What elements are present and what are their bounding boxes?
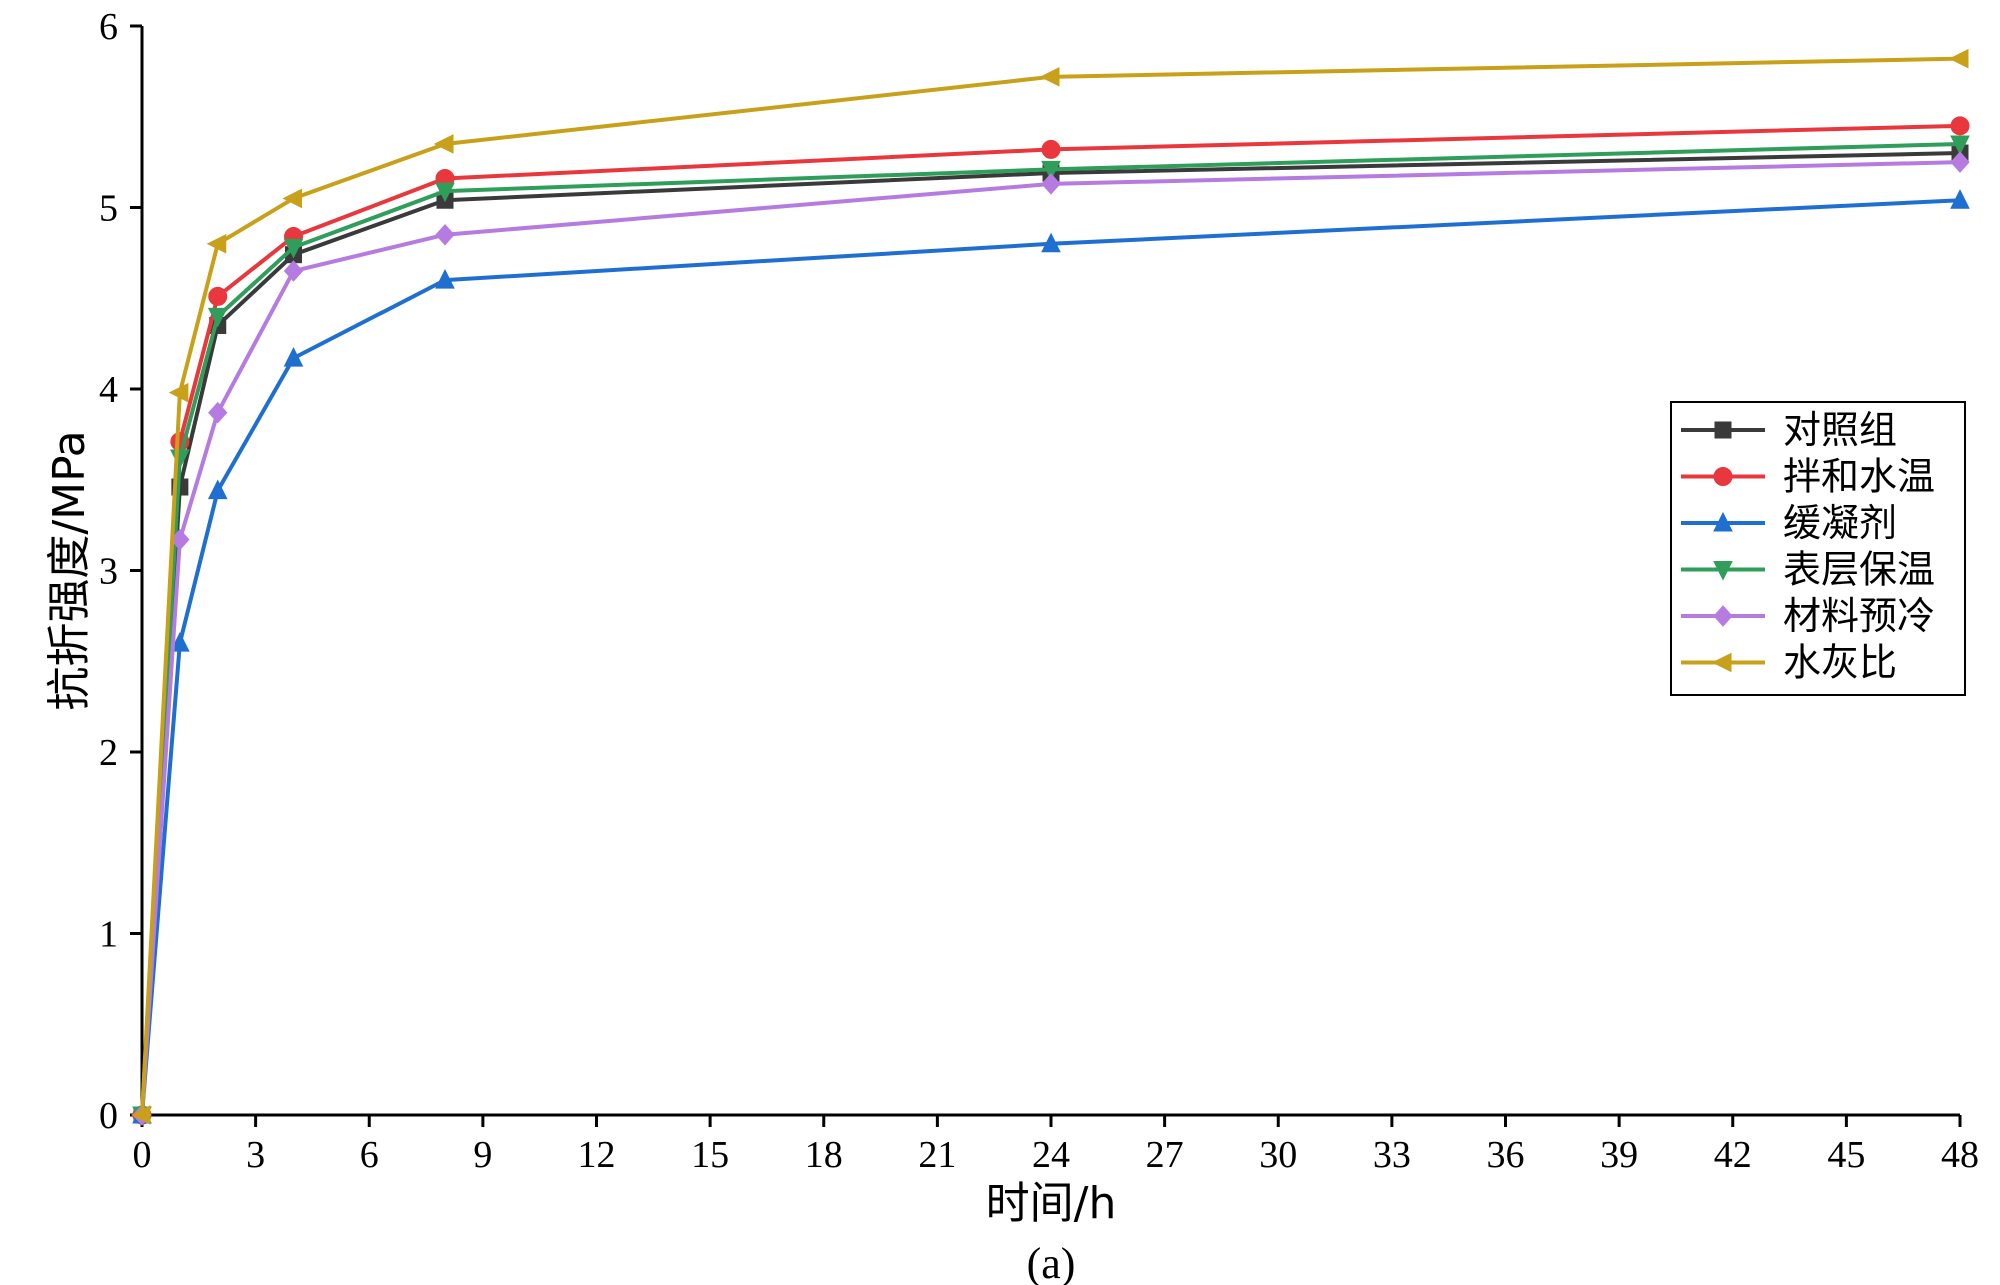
legend-label: 拌和水温 (1783, 455, 1935, 499)
x-tick-label: 12 (578, 1134, 616, 1176)
x-tick-label: 15 (691, 1134, 729, 1176)
y-ticks: 0 1 2 3 4 5 6 (99, 6, 142, 1137)
data-point (168, 382, 189, 403)
data-point (1041, 139, 1061, 159)
data-point (207, 479, 228, 500)
x-tick-label: 27 (1146, 1134, 1184, 1176)
x-tick-label: 33 (1373, 1134, 1411, 1176)
y-tick-label: 6 (99, 6, 118, 48)
data-point (435, 268, 455, 289)
data-point (435, 182, 455, 203)
data-point (170, 631, 190, 652)
data-point (435, 223, 455, 246)
x-tick-label: 6 (360, 1134, 379, 1176)
legend-swatch-marker (1711, 652, 1732, 673)
data-point (1041, 232, 1061, 253)
y-tick-label: 1 (99, 914, 118, 956)
x-tick-label: 0 (133, 1134, 152, 1176)
series-layer (130, 48, 1970, 1127)
legend-item: 水灰比 (1681, 641, 1897, 685)
x-tick-label: 24 (1032, 1134, 1070, 1176)
legend-box (1670, 401, 1966, 696)
data-point (283, 238, 304, 259)
data-point (206, 233, 227, 254)
data-point (283, 347, 304, 367)
data-point (1950, 135, 1970, 156)
data-point (1041, 173, 1061, 195)
legend-swatch-marker (1713, 467, 1733, 486)
legend-label: 表层保温 (1783, 548, 1935, 592)
series-5 (132, 151, 1970, 1126)
x-tick-label: 36 (1487, 1134, 1525, 1176)
data-point (433, 134, 454, 154)
x-tick-label: 30 (1259, 1134, 1297, 1176)
x-tick-label: 45 (1827, 1134, 1865, 1176)
x-tick-label: 42 (1714, 1134, 1752, 1176)
legend-item: 缓凝剂 (1681, 501, 1897, 545)
data-point (1039, 67, 1060, 87)
legend-item: 表层保温 (1681, 548, 1935, 592)
data-point (1041, 160, 1061, 181)
x-ticks: 0 3 6 9 12 15 18 21 24 27 30 33 36 39 42 45 48 (133, 1115, 1979, 1176)
y-tick-label: 0 (99, 1095, 118, 1137)
legend-label: 缓凝剂 (1783, 501, 1897, 545)
data-point (1948, 48, 1969, 69)
legend-label: 对照组 (1783, 408, 1897, 452)
legend-swatch-marker (1713, 561, 1733, 581)
data-point (283, 260, 304, 282)
y-tick-label: 2 (99, 732, 118, 774)
data-point (208, 401, 228, 424)
y-axis-title: 抗折强度/MPa (44, 430, 95, 710)
data-point (1950, 116, 1970, 136)
legend-item: 对照组 (1681, 408, 1897, 452)
x-tick-label: 9 (473, 1134, 492, 1176)
legend-swatch-marker (1713, 511, 1733, 532)
data-point (1950, 189, 1970, 209)
x-tick-label: 39 (1600, 1134, 1638, 1176)
data-point (208, 286, 228, 306)
data-point (1950, 151, 1970, 173)
x-axis-title: 时间/h (986, 1178, 1117, 1229)
x-tick-label: 3 (246, 1134, 265, 1176)
legend-label: 材料预冷 (1783, 594, 1935, 638)
x-tick-label: 18 (805, 1134, 843, 1176)
data-point (282, 188, 302, 209)
y-tick-label: 5 (99, 188, 118, 230)
series-6 (130, 48, 1969, 1125)
data-point (130, 1105, 151, 1125)
y-tick-label: 4 (99, 369, 118, 411)
legend-item: 材料预冷 (1681, 594, 1935, 638)
x-tick-label: 48 (1941, 1134, 1979, 1176)
data-point (207, 307, 228, 328)
x-tick-label: 21 (918, 1134, 956, 1176)
y-tick-label: 3 (99, 551, 118, 593)
legend-item: 拌和水温 (1681, 455, 1935, 499)
legend-swatch-marker (1714, 421, 1732, 439)
legend-swatch-marker (1713, 605, 1733, 627)
legend-label: 水灰比 (1783, 641, 1897, 685)
figure-caption: (a) (1027, 1239, 1076, 1285)
